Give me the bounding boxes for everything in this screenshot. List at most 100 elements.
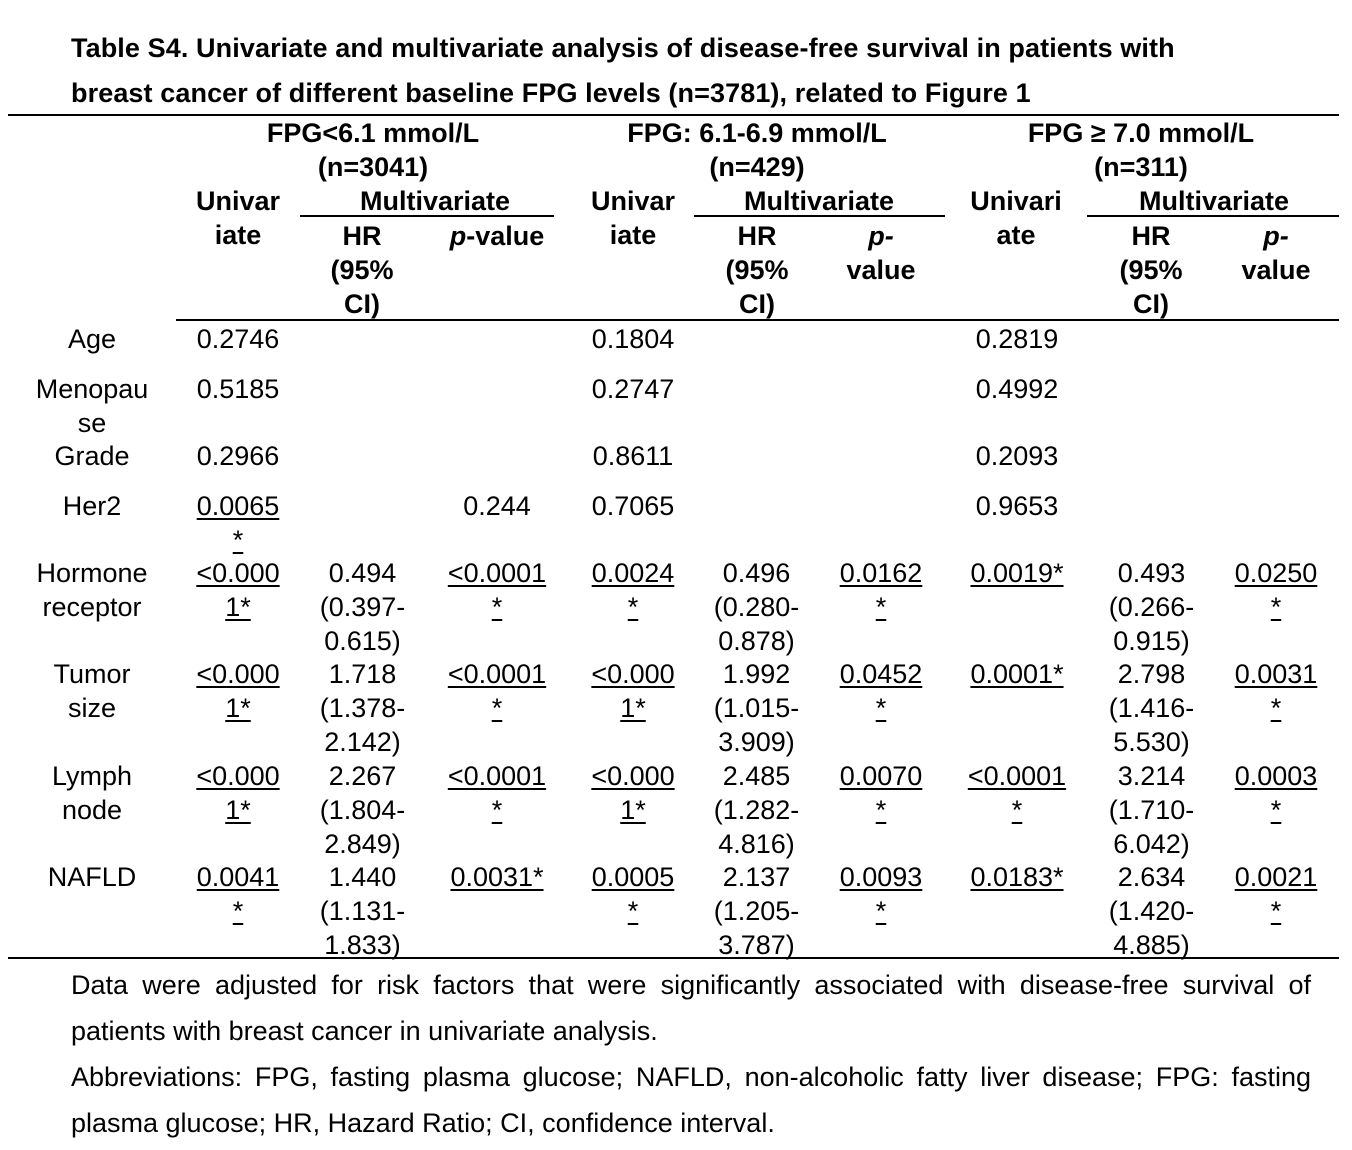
- table-cell-line: 1.718: [300, 657, 425, 691]
- table-cell-value: <0.0001: [967, 761, 1067, 791]
- p-value-header-3: p- value: [1221, 219, 1331, 287]
- table-cell-line: 0.0019*: [952, 556, 1082, 590]
- table-cell: 0.0031*: [432, 860, 562, 894]
- table-cell-line: 0.493: [1089, 556, 1214, 590]
- table-cell-line: (1.205-: [694, 894, 819, 928]
- table-cell-value: 0.0031: [1234, 659, 1318, 689]
- table-cell-line: <0.0001: [432, 759, 562, 793]
- table-cell-line: 1.440: [300, 860, 425, 894]
- table-cell: 0.0005 *: [573, 860, 693, 928]
- row-label: Age: [22, 322, 162, 356]
- table-cell: 0.9653: [952, 489, 1082, 523]
- table-cell-value: 0.1804: [591, 324, 675, 354]
- table-cell-value: 2.137: [722, 862, 791, 892]
- table-cell-value: 0.8611: [592, 441, 674, 471]
- table-cell-line: (1.131-: [300, 894, 425, 928]
- table-cell-value: 1*: [225, 592, 251, 622]
- group-2-label: FPG: 6.1-6.9 mmol/L: [627, 118, 887, 148]
- table-title-line-1: Table S4. Univariate and multivariate an…: [71, 33, 1175, 63]
- table-cell-line: (0.280-: [694, 590, 819, 624]
- univariate-header-3: Univari ate: [946, 184, 1086, 252]
- table-cell-line: <0.0001: [432, 556, 562, 590]
- row-label: Lymph node: [22, 759, 162, 827]
- top-rule: [8, 114, 1339, 116]
- table-cell-value: 0.496: [722, 558, 791, 588]
- table-cell: 0.494 (0.397- 0.615): [300, 556, 425, 658]
- table-cell-value: 2.634: [1117, 862, 1186, 892]
- group-1-multivariate-rule: [300, 215, 554, 217]
- table-cell-value: 2.798: [1117, 659, 1186, 689]
- table-cell: <0.0001 *: [432, 759, 562, 827]
- table-cell-line: *: [826, 590, 936, 624]
- univariate-header-2-line-1: Univar: [590, 186, 676, 216]
- table-cell-line: 1*: [573, 691, 693, 725]
- table-cell-value: 0.9653: [975, 491, 1059, 521]
- row-label-line: Lymph: [51, 761, 133, 791]
- table-cell-value: 0.0024: [591, 558, 675, 588]
- table-title-line-2: breast cancer of different baseline FPG …: [71, 78, 1031, 108]
- table-cell-line: (1.282-: [694, 793, 819, 827]
- table-cell-line: 2.267: [300, 759, 425, 793]
- univariate-header-3-line-1: Univari: [970, 186, 1062, 216]
- table-cell: 1.440 (1.131- 1.833): [300, 860, 425, 962]
- table-cell: 2.634 (1.420- 4.885): [1089, 860, 1214, 962]
- table-cell-line: 2.137: [694, 860, 819, 894]
- table-cell-value: 0.0093: [839, 862, 923, 892]
- row-label-line: node: [61, 795, 123, 825]
- univariate-header-1-line-1: Univar: [195, 186, 281, 216]
- table-cell-line: *: [1221, 691, 1331, 725]
- table-cell-value: *: [491, 795, 503, 825]
- table-cell-value: 2.485: [722, 761, 791, 791]
- row-label-line: Her2: [62, 491, 122, 521]
- table-cell-value: 0.0005: [591, 862, 675, 892]
- univariate-header-3-line-2: ate: [996, 220, 1036, 250]
- table-cell-value: *: [232, 896, 244, 926]
- table-cell-value: 0.4992: [975, 374, 1059, 404]
- table-cell: 0.244: [432, 489, 562, 523]
- table-cell-value: *: [1270, 693, 1282, 723]
- table-cell-value: (0.280-: [713, 592, 800, 622]
- table-cell-value: 0.0031*: [450, 862, 544, 892]
- table-cell-line: 0.5185: [178, 372, 298, 406]
- table-cell-line: 0.4992: [952, 372, 1082, 406]
- table-cell-line: 0.0001*: [952, 657, 1082, 691]
- table-cell-line: 0.9653: [952, 489, 1082, 523]
- row-label: Her2: [22, 489, 162, 523]
- table-cell-line: 0.0003: [1221, 759, 1331, 793]
- table-cell-line: <0.0001: [432, 657, 562, 691]
- table-cell-line: 0.0031*: [432, 860, 562, 894]
- group-header-2: FPG: 6.1-6.9 mmol/L (n=429): [597, 116, 917, 184]
- table-cell-line: 1*: [178, 691, 298, 725]
- table-cell-value: 4.816): [718, 829, 795, 859]
- table-cell-value: 0.0162: [839, 558, 923, 588]
- table-cell-line: 2.849): [300, 827, 425, 861]
- table-cell: 3.214 (1.710- 6.042): [1089, 759, 1214, 861]
- table-cell-value: 0.0250: [1234, 558, 1318, 588]
- table-cell-line: *: [573, 894, 693, 928]
- table-cell: 1.992 (1.015- 3.909): [694, 657, 819, 759]
- table-cell-line: <0.0001: [952, 759, 1082, 793]
- row-label-line: Tumor: [53, 659, 131, 689]
- table-cell: 0.0021 *: [1221, 860, 1331, 928]
- table-cell-value: 0.0041: [196, 862, 280, 892]
- table-cell-line: (1.710-: [1089, 793, 1214, 827]
- table-cell: 2.137 (1.205- 3.787): [694, 860, 819, 962]
- hr-header-3-line-1: HR: [1131, 221, 1171, 251]
- hr-header-1-line-1: HR: [342, 221, 382, 251]
- table-cell-value: 0.2747: [591, 374, 675, 404]
- table-cell-value: 0.0070: [839, 761, 923, 791]
- table-cell-line: *: [1221, 894, 1331, 928]
- multivariate-header-2: Multivariate: [743, 186, 895, 216]
- table-cell-line: 1*: [178, 793, 298, 827]
- table-cell-value: 3.214: [1117, 761, 1186, 791]
- table-cell-line: *: [952, 793, 1082, 827]
- table-cell-line: (0.397-: [300, 590, 425, 624]
- table-cell-line: 0.2819: [952, 322, 1082, 356]
- table-cell-value: <0.0001: [447, 761, 547, 791]
- table-cell-line: 0.7065: [573, 489, 693, 523]
- table-cell-value: *: [875, 592, 887, 622]
- table-cell-value: 1.992: [722, 659, 791, 689]
- table-cell-value: *: [627, 592, 639, 622]
